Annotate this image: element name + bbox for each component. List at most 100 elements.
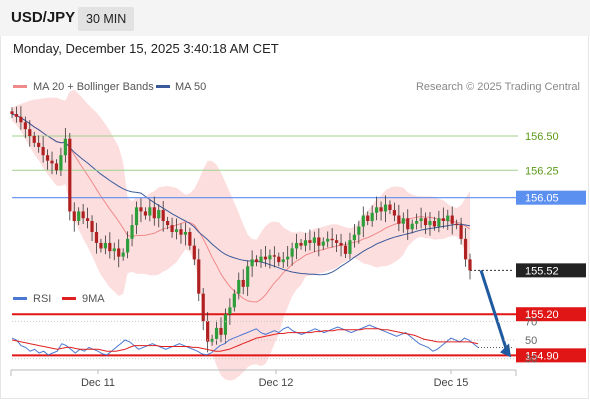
candle-body — [90, 221, 94, 232]
timeframe-button[interactable]: 30 MIN — [78, 7, 135, 31]
candle-body — [206, 321, 210, 342]
candle-body — [357, 226, 361, 235]
ma20-legend-label: MA 20 + Bollinger Bands — [33, 81, 154, 93]
candle-body — [112, 248, 116, 252]
candle-body — [423, 218, 428, 226]
candle-body — [37, 142, 41, 147]
rsi-ma-legend-swatch — [62, 297, 76, 300]
level-badge-156.05 — [516, 190, 586, 205]
ma50-legend-swatch — [156, 85, 170, 88]
candle-body — [259, 256, 263, 263]
candle-body — [50, 160, 54, 164]
candle-body — [152, 207, 156, 219]
candle-body — [397, 215, 401, 224]
candle-body — [375, 207, 379, 213]
level-label-154.90: 154.90 — [525, 350, 559, 362]
ma20-legend-swatch — [13, 85, 27, 88]
candle-body — [201, 293, 205, 322]
candle-body — [277, 256, 281, 263]
candle-body — [366, 215, 370, 222]
candle-body — [339, 242, 343, 246]
candle-body — [54, 163, 59, 171]
bollinger-band — [12, 89, 470, 381]
candle-body — [10, 111, 14, 115]
rsi-tick-label: 30 — [525, 354, 537, 366]
candle-body — [232, 293, 236, 308]
price-pane: 156.50 156.25 156.05 155.52 155.20 154.90 — [10, 89, 586, 381]
level-label-156.50: 156.50 — [525, 131, 559, 143]
candle-body — [139, 207, 143, 212]
candle-body — [428, 221, 432, 226]
candle-body — [419, 218, 423, 222]
candle-body — [326, 238, 330, 242]
candle-body — [170, 225, 174, 232]
candle-body — [59, 155, 63, 171]
candle-body — [352, 234, 356, 241]
candle-body — [437, 218, 441, 227]
rsi-tick-label: 70 — [525, 316, 537, 328]
rsi-legend-label: RSI — [33, 293, 51, 305]
candle-body — [392, 210, 397, 216]
candle-body — [166, 221, 170, 226]
candle-body — [446, 215, 450, 222]
candle-body — [401, 218, 405, 224]
forecast-arrow-head — [500, 343, 511, 358]
candle-body — [281, 259, 285, 263]
candle-body — [468, 259, 472, 271]
candle-body — [343, 245, 348, 254]
candle-body — [157, 210, 161, 219]
candle-body — [14, 114, 19, 117]
symbol-label: USD/JPY — [11, 9, 76, 26]
candle-body — [272, 255, 276, 257]
candle-body — [246, 266, 250, 287]
candle-body — [85, 218, 90, 222]
candle-body — [228, 307, 232, 315]
candle-body — [223, 314, 228, 335]
candle-body — [321, 241, 325, 246]
candle-body — [188, 231, 192, 246]
candle-body — [103, 242, 107, 249]
candle-body — [130, 225, 134, 239]
copyright-label: Research © 2025 Trading Central — [416, 81, 580, 93]
candle-body — [197, 259, 201, 294]
candle-body — [441, 218, 445, 222]
candle-body — [41, 146, 45, 156]
candle-body — [432, 221, 437, 227]
candle-body — [19, 116, 23, 123]
ma20-line — [11, 113, 471, 303]
candle-body — [361, 215, 365, 227]
candle-body — [214, 327, 219, 339]
candle-body — [28, 129, 32, 136]
candle-body — [335, 240, 339, 243]
candle-body — [126, 238, 130, 253]
level-badge-155.20 — [516, 307, 586, 322]
candle-body — [117, 248, 121, 257]
candle-body — [406, 218, 410, 230]
forecast-arrow-shaft — [479, 269, 508, 349]
datetime-label: Monday, December 15, 2025 3:40:18 AM CET — [13, 41, 279, 56]
level-label-155.20: 155.20 — [525, 309, 559, 321]
candle-body — [370, 212, 374, 222]
candle-body — [250, 259, 254, 267]
candle-body — [388, 204, 392, 211]
level-badge-154.90 — [516, 348, 586, 363]
header-bar: USD/JPY 30 MIN — [0, 0, 590, 36]
candle-body — [174, 229, 179, 232]
rsi-line — [11, 324, 479, 356]
candle-body — [410, 223, 414, 230]
candle-body — [241, 279, 245, 287]
candle-body — [143, 211, 147, 216]
candle-body — [312, 237, 316, 243]
candle-body — [263, 256, 268, 260]
level-label-156.25: 156.25 — [525, 165, 559, 177]
rsi-ma-line — [11, 328, 479, 352]
candle-body — [23, 122, 27, 130]
candle-body — [72, 211, 76, 222]
time-tick-label: Dec 12 — [259, 377, 294, 389]
candle-body — [379, 207, 383, 212]
candle-body — [286, 256, 290, 260]
candle-body — [179, 229, 183, 235]
price-legend: MA 20 + Bollinger Bands MA 50 Research ©… — [13, 81, 580, 93]
level-badge-155.52 — [516, 263, 586, 278]
